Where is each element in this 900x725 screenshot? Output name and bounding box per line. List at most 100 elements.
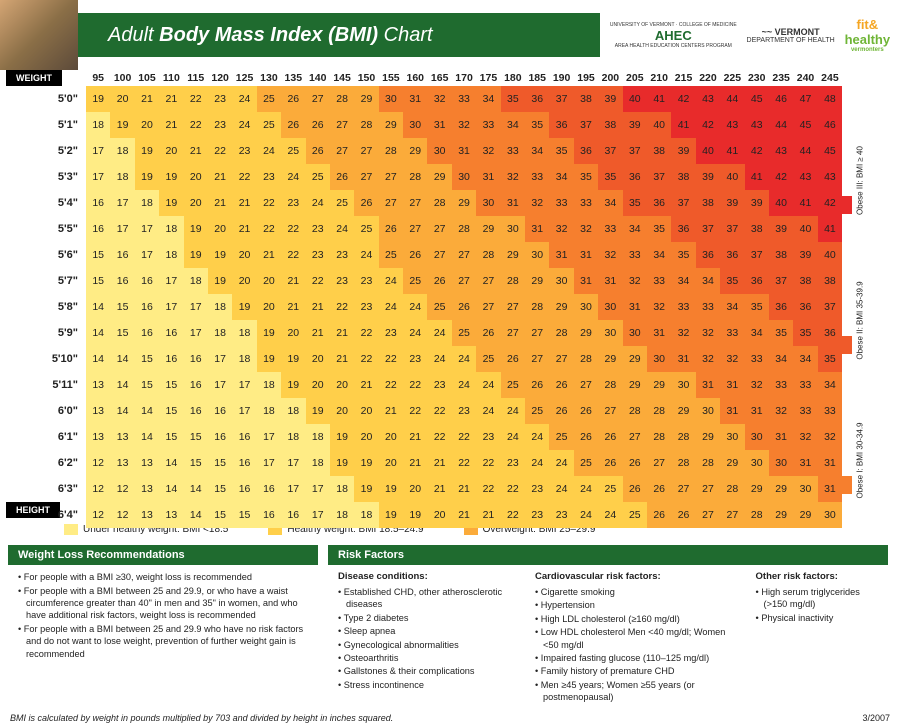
- bmi-cell: 28: [354, 112, 378, 138]
- bmi-cell: 34: [647, 242, 671, 268]
- bmi-row: 1212131314151516161718181919202121222323…: [86, 502, 842, 528]
- bmi-cell: 27: [720, 502, 744, 528]
- weight-header-cell: 115: [184, 72, 208, 84]
- bmi-cell: 22: [232, 164, 256, 190]
- bmi-cell: 19: [184, 242, 208, 268]
- bmi-cell: 15: [159, 424, 183, 450]
- bmi-cell: 21: [232, 216, 256, 242]
- bmi-cell: 37: [549, 86, 573, 112]
- bmi-cell: 20: [306, 346, 330, 372]
- bmi-cell: 39: [745, 190, 769, 216]
- bmi-cell: 17: [159, 268, 183, 294]
- bmi-cell: 34: [501, 112, 525, 138]
- bmi-cell: 27: [501, 294, 525, 320]
- bmi-cell: 43: [696, 86, 720, 112]
- header: Adult Body Mass Index (BMI) Chart UNIVER…: [0, 0, 900, 70]
- bmi-cell: 26: [427, 268, 451, 294]
- bmi-cell: 18: [159, 216, 183, 242]
- bmi-cell: 36: [818, 320, 842, 346]
- weight-header-cell: 120: [208, 72, 232, 84]
- bmi-cell: 29: [427, 164, 451, 190]
- bmi-cell: 25: [598, 476, 622, 502]
- bmi-cell: 31: [720, 372, 744, 398]
- side-swatches: [842, 86, 852, 528]
- bmi-cell: 29: [501, 242, 525, 268]
- bmi-row: 1920212122232425262728293031323334353637…: [86, 86, 842, 112]
- bmi-row: 1212131414151616171718191920212122222324…: [86, 476, 842, 502]
- bmi-cell: 23: [403, 346, 427, 372]
- bmi-cell: 19: [354, 476, 378, 502]
- list-item: Hypertension: [535, 599, 738, 611]
- weight-header-cell: 195: [574, 72, 598, 84]
- bmi-cell: 27: [427, 242, 451, 268]
- bmi-cell: 33: [745, 346, 769, 372]
- bmi-cell: 22: [354, 346, 378, 372]
- bmi-cell: 35: [671, 242, 695, 268]
- bmi-cell: 28: [574, 346, 598, 372]
- bmi-cell: 23: [330, 242, 354, 268]
- bmi-cell: 37: [671, 190, 695, 216]
- bmi-cell: 33: [574, 190, 598, 216]
- bmi-cell: 30: [574, 294, 598, 320]
- bmi-cell: 35: [525, 112, 549, 138]
- list-item: Cigarette smoking: [535, 586, 738, 598]
- height-cell: 6'1": [40, 424, 86, 450]
- weight-header-cell: 175: [476, 72, 500, 84]
- height-cell: 5'9": [40, 320, 86, 346]
- bmi-cell: 20: [427, 502, 451, 528]
- bmi-cell: 33: [549, 190, 573, 216]
- bmi-cell: 25: [379, 242, 403, 268]
- bmi-cell: 25: [257, 86, 281, 112]
- bmi-cell: 46: [818, 112, 842, 138]
- bmi-cell: 30: [476, 190, 500, 216]
- bmi-cell: 22: [501, 502, 525, 528]
- bmi-cell: 29: [623, 372, 647, 398]
- height-cell: 5'0": [40, 86, 86, 112]
- bmi-cell: 22: [427, 398, 451, 424]
- weight-header-cell: 160: [403, 72, 427, 84]
- bmi-cell: 19: [159, 190, 183, 216]
- bmi-cell: 32: [696, 346, 720, 372]
- bmi-cell: 26: [501, 346, 525, 372]
- bmi-cell: 24: [549, 450, 573, 476]
- bmi-cell: 19: [379, 476, 403, 502]
- bmi-cell: 20: [354, 424, 378, 450]
- bmi-cell: 41: [818, 216, 842, 242]
- bmi-cell: 40: [623, 86, 647, 112]
- bmi-cell: 33: [720, 320, 744, 346]
- bmi-cell: 21: [281, 268, 305, 294]
- bmi-cell: 32: [818, 424, 842, 450]
- bmi-cell: 39: [623, 112, 647, 138]
- bmi-cell: 33: [671, 294, 695, 320]
- bmi-cell: 31: [769, 424, 793, 450]
- bmi-cell: 21: [379, 398, 403, 424]
- bmi-cell: 21: [306, 320, 330, 346]
- bmi-cell: 24: [598, 502, 622, 528]
- bmi-cell: 21: [184, 138, 208, 164]
- bmi-cell: 31: [525, 216, 549, 242]
- bmi-cell: 18: [110, 164, 134, 190]
- bmi-cell: 25: [452, 320, 476, 346]
- bmi-cell: 28: [598, 372, 622, 398]
- bmi-cell: 28: [696, 450, 720, 476]
- risk-factors-box: Risk Factors Disease conditions: Establi…: [328, 545, 888, 711]
- bmi-row: 1213131415151617171819192021212222232424…: [86, 450, 842, 476]
- bmi-cell: 26: [403, 242, 427, 268]
- bmi-cell: 26: [574, 398, 598, 424]
- swatch-obese2: [842, 336, 852, 354]
- bmi-cell: 17: [306, 476, 330, 502]
- bmi-cell: 30: [769, 450, 793, 476]
- bmi-cell: 20: [257, 294, 281, 320]
- bmi-cell: 19: [281, 372, 305, 398]
- bmi-cell: 13: [135, 502, 159, 528]
- bmi-cell: 39: [598, 86, 622, 112]
- bmi-cell: 24: [525, 424, 549, 450]
- bmi-cell: 23: [525, 502, 549, 528]
- bmi-cell: 20: [232, 268, 256, 294]
- height-column: 5'0"5'1"5'2"5'3"5'4"5'5"5'6"5'7"5'8"5'9"…: [40, 86, 86, 528]
- bmi-cell: 29: [696, 424, 720, 450]
- bmi-cell: 34: [549, 164, 573, 190]
- bmi-cell: 35: [769, 320, 793, 346]
- bmi-cell: 17: [232, 398, 256, 424]
- bmi-cell: 26: [476, 320, 500, 346]
